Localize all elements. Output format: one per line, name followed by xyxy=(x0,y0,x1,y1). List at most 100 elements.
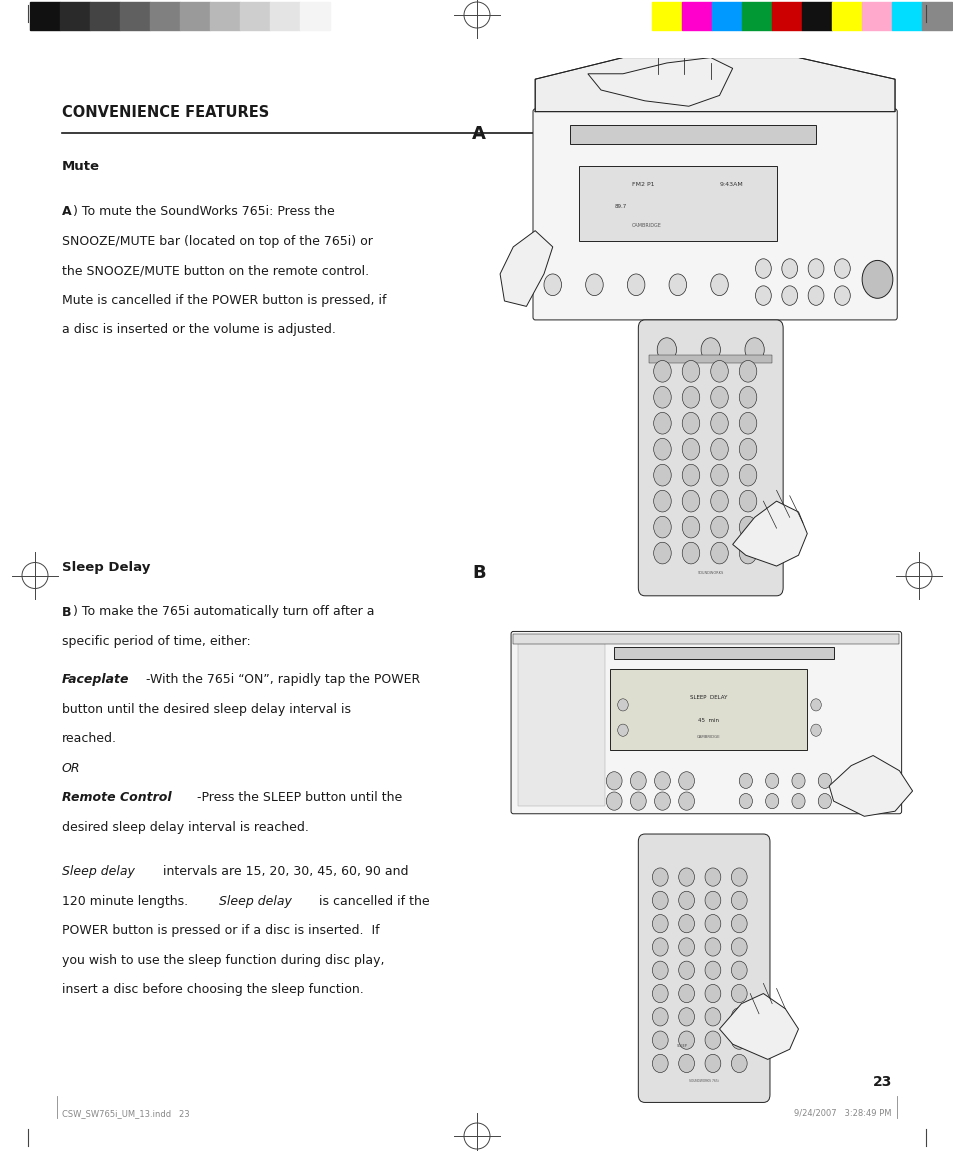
Circle shape xyxy=(781,259,797,279)
Polygon shape xyxy=(587,58,732,106)
Text: B: B xyxy=(472,564,485,581)
Circle shape xyxy=(668,274,686,296)
Circle shape xyxy=(700,337,720,361)
Circle shape xyxy=(704,1054,720,1073)
Circle shape xyxy=(731,938,746,956)
Circle shape xyxy=(681,490,699,512)
Circle shape xyxy=(739,360,756,382)
Text: the SNOOZE/MUTE button on the remote control.: the SNOOZE/MUTE button on the remote con… xyxy=(62,264,369,277)
Text: ) To mute the SoundWorks 765i: Press the: ) To mute the SoundWorks 765i: Press the xyxy=(73,205,335,218)
Circle shape xyxy=(739,412,756,434)
Circle shape xyxy=(606,792,621,810)
Circle shape xyxy=(731,1008,746,1026)
Text: intervals are 15, 20, 30, 45, 60, 90 and: intervals are 15, 20, 30, 45, 60, 90 and xyxy=(159,866,408,878)
Circle shape xyxy=(652,1031,667,1050)
Polygon shape xyxy=(535,58,894,112)
Text: 89.7: 89.7 xyxy=(614,204,626,208)
Polygon shape xyxy=(499,230,552,306)
Polygon shape xyxy=(828,755,912,816)
Circle shape xyxy=(731,984,746,1003)
Circle shape xyxy=(710,387,727,409)
Bar xyxy=(570,125,815,144)
Circle shape xyxy=(704,891,720,909)
Circle shape xyxy=(652,915,667,932)
Bar xyxy=(891,2,921,30)
Circle shape xyxy=(678,1054,694,1073)
Circle shape xyxy=(630,771,645,790)
Circle shape xyxy=(678,792,694,810)
Text: POWER button is pressed or if a disc is inserted.  If: POWER button is pressed or if a disc is … xyxy=(62,924,379,937)
Text: a disc is inserted or the volume is adjusted.: a disc is inserted or the volume is adju… xyxy=(62,323,335,336)
Bar xyxy=(771,2,801,30)
Text: 23: 23 xyxy=(872,1075,891,1089)
Circle shape xyxy=(681,517,699,538)
Circle shape xyxy=(681,412,699,434)
Text: CAMBRIDGE: CAMBRIDGE xyxy=(696,735,720,739)
Bar xyxy=(120,2,150,30)
Circle shape xyxy=(807,259,823,279)
Circle shape xyxy=(704,938,720,956)
Circle shape xyxy=(678,868,694,886)
Text: Sleep delay: Sleep delay xyxy=(219,894,292,908)
Circle shape xyxy=(807,285,823,305)
Circle shape xyxy=(731,891,746,909)
Circle shape xyxy=(731,1031,746,1050)
Circle shape xyxy=(739,439,756,460)
Text: insert a disc before choosing the sleep function.: insert a disc before choosing the sleep … xyxy=(62,983,363,996)
Circle shape xyxy=(653,387,671,409)
Bar xyxy=(649,355,771,364)
Circle shape xyxy=(710,542,727,564)
Text: desired sleep delay interval is reached.: desired sleep delay interval is reached. xyxy=(62,821,309,833)
Circle shape xyxy=(654,792,670,810)
Circle shape xyxy=(617,724,628,737)
Circle shape xyxy=(653,439,671,460)
Circle shape xyxy=(681,464,699,486)
Bar xyxy=(609,670,806,750)
Circle shape xyxy=(739,773,752,788)
Circle shape xyxy=(834,259,849,279)
Circle shape xyxy=(870,773,883,788)
Circle shape xyxy=(652,868,667,886)
Circle shape xyxy=(681,439,699,460)
Bar xyxy=(30,2,60,30)
Bar xyxy=(651,2,681,30)
Bar xyxy=(862,2,891,30)
Circle shape xyxy=(710,517,727,538)
Circle shape xyxy=(654,771,670,790)
Circle shape xyxy=(791,793,804,809)
Circle shape xyxy=(657,337,676,361)
Text: CSW_SW765i_UM_13.indd   23: CSW_SW765i_UM_13.indd 23 xyxy=(62,1110,190,1118)
Circle shape xyxy=(810,724,821,737)
Circle shape xyxy=(652,961,667,980)
Circle shape xyxy=(678,1008,694,1026)
Circle shape xyxy=(791,773,804,788)
Text: OR: OR xyxy=(62,762,80,775)
Text: SLEEP  DELAY: SLEEP DELAY xyxy=(689,695,726,700)
Bar xyxy=(711,2,741,30)
FancyBboxPatch shape xyxy=(533,109,897,320)
Circle shape xyxy=(653,464,671,486)
Circle shape xyxy=(653,490,671,512)
FancyBboxPatch shape xyxy=(638,320,782,596)
Text: 9:43AM: 9:43AM xyxy=(719,182,742,186)
Circle shape xyxy=(678,891,694,909)
Text: FM2 P1: FM2 P1 xyxy=(631,182,654,186)
Circle shape xyxy=(652,1008,667,1026)
Circle shape xyxy=(731,868,746,886)
Circle shape xyxy=(843,793,857,809)
Circle shape xyxy=(630,792,645,810)
FancyBboxPatch shape xyxy=(511,632,901,814)
Circle shape xyxy=(739,490,756,512)
Circle shape xyxy=(710,464,727,486)
Text: Sleep Delay: Sleep Delay xyxy=(62,561,151,573)
Circle shape xyxy=(678,961,694,980)
Circle shape xyxy=(739,387,756,409)
Circle shape xyxy=(818,793,830,809)
Bar xyxy=(614,647,833,660)
Circle shape xyxy=(710,439,727,460)
Bar xyxy=(180,2,210,30)
Text: ) To make the 765i automatically turn off after a: ) To make the 765i automatically turn of… xyxy=(73,605,375,618)
Circle shape xyxy=(781,285,797,305)
Bar xyxy=(517,639,605,806)
Circle shape xyxy=(843,773,857,788)
